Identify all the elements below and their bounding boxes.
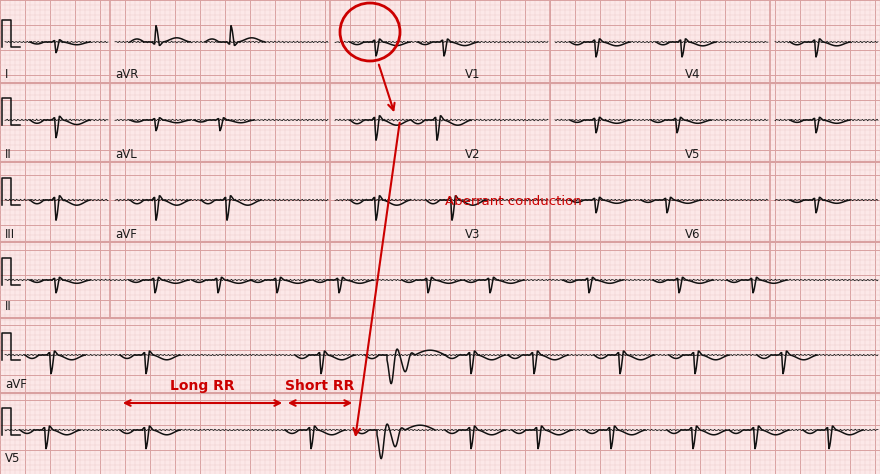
Text: aVR: aVR — [115, 68, 138, 81]
Text: Long RR: Long RR — [170, 379, 235, 393]
Text: Short RR: Short RR — [285, 379, 355, 393]
Text: V6: V6 — [685, 228, 700, 241]
Text: V5: V5 — [685, 148, 700, 161]
Text: III: III — [5, 228, 15, 241]
Text: II: II — [5, 148, 11, 161]
Text: V2: V2 — [465, 148, 480, 161]
Text: V3: V3 — [465, 228, 480, 241]
Text: Aberrant conduction: Aberrant conduction — [445, 195, 582, 208]
Text: aVL: aVL — [115, 148, 136, 161]
Text: V4: V4 — [685, 68, 700, 81]
Text: aVF: aVF — [115, 228, 137, 241]
Text: I: I — [5, 68, 9, 81]
Text: II: II — [5, 300, 11, 313]
Text: V1: V1 — [465, 68, 480, 81]
Text: V5: V5 — [5, 452, 20, 465]
Text: aVF: aVF — [5, 378, 27, 391]
